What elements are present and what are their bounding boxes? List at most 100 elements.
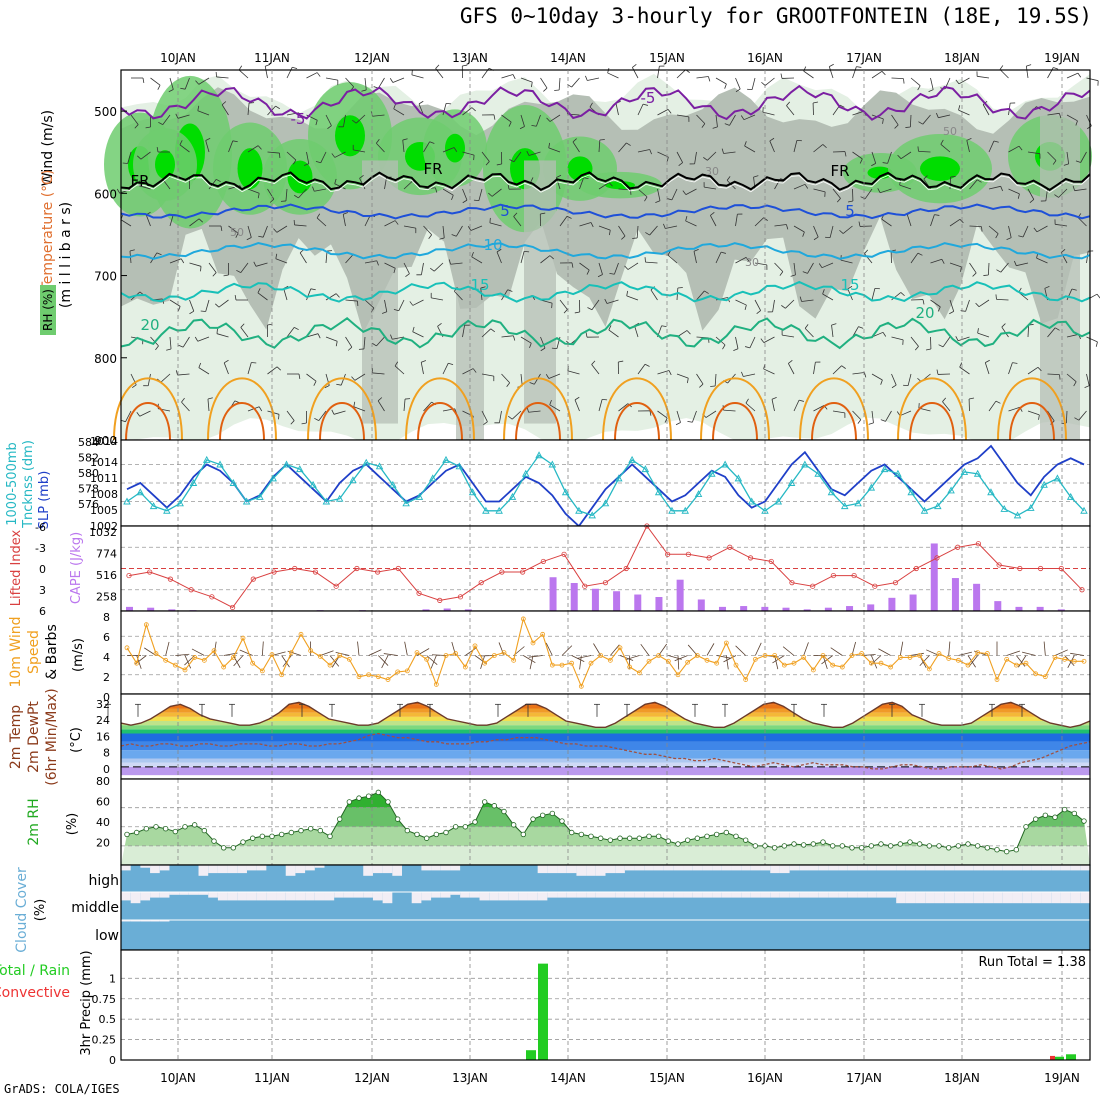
wind-barb [852, 151, 863, 160]
lifted-index-point [126, 572, 132, 579]
cloud-gap [808, 892, 820, 898]
wind-barb [579, 262, 590, 271]
wind-barb [462, 188, 468, 201]
cloud-gap [634, 892, 645, 898]
wind-barb [1080, 151, 1087, 163]
cloud-cell [489, 892, 500, 920]
cape-tick: 1032 [89, 526, 117, 539]
wind-barb-flag [644, 257, 646, 263]
thickness-point [561, 488, 570, 496]
rh-point [626, 835, 633, 841]
cloud-cell [334, 920, 345, 950]
rh-point [365, 793, 372, 799]
rh-axis-label: 2m RH [26, 798, 42, 845]
wind-barb-flag [351, 119, 357, 124]
wind-speed-point [491, 653, 497, 658]
wind-barb-flag [129, 249, 135, 252]
wind-barb-flag [563, 309, 568, 314]
wind-barb [345, 336, 353, 348]
wind-barb-flag [621, 235, 626, 240]
wind-barb-flag [508, 121, 512, 127]
cloud-gap [964, 865, 975, 871]
thickness-point [442, 455, 450, 463]
wind-barb-10m [528, 655, 543, 658]
wind-barb-flag [590, 222, 594, 228]
date-label-top: 12JAN [354, 51, 390, 65]
cloud-gap [237, 892, 248, 901]
cloud-gap [121, 865, 132, 871]
temp-tick: 24 [96, 714, 110, 727]
cloud-cell [576, 920, 587, 950]
wind-barb-flag [726, 176, 731, 181]
wind-barb-flag [394, 220, 399, 225]
cloud-cell [547, 920, 558, 950]
cape-bar [951, 578, 959, 611]
wind-barb-flag [753, 175, 759, 178]
wind-barb-flag [822, 289, 825, 295]
rh-point [723, 829, 730, 836]
wind-barb [930, 258, 943, 264]
cloud-cell [382, 865, 393, 892]
wind-barb [676, 114, 689, 118]
cloud-gap [683, 892, 694, 898]
wind-barb-flag [278, 414, 280, 420]
wind-barb-flag [251, 362, 257, 364]
wind-barb-flag [1071, 288, 1077, 291]
rh-point [916, 841, 923, 847]
cloud-gap [741, 865, 752, 871]
wind-barb [618, 403, 629, 412]
cloud-cell [518, 920, 529, 950]
page-title: GFS 0~10day 3-hourly for GROOTFONTEIN (1… [459, 4, 1092, 28]
wind-speed-point [453, 651, 459, 656]
lifted-index-point [913, 565, 919, 572]
wind-barb-flag [394, 361, 399, 367]
cloud-cell [295, 865, 306, 892]
cloud-gap [712, 892, 723, 898]
wind-barb [423, 225, 432, 236]
cloud-cell [169, 892, 180, 920]
cape-bar [761, 606, 769, 611]
cloud-cell [721, 920, 733, 950]
wind-barb [513, 151, 522, 162]
thickness-point [934, 502, 942, 510]
wind-barb-flag [928, 89, 934, 92]
wind-barb [715, 251, 722, 264]
cloud-cell [624, 892, 636, 920]
wind-barb [364, 215, 371, 227]
wind-speed-point [1052, 655, 1058, 660]
wind-barb-flag [701, 123, 706, 128]
wind-barb [591, 299, 600, 310]
cloud-gap [944, 892, 955, 904]
wind-barb-flag [897, 154, 902, 159]
wind-barb [910, 336, 919, 347]
cloud-cell [653, 865, 665, 892]
wind-barb-flag [390, 334, 393, 340]
cloud-cell [1041, 920, 1052, 950]
wind-barb [676, 151, 683, 163]
wind-barb-flag [246, 237, 252, 241]
wind-barb [455, 225, 463, 237]
cloud-cell [227, 920, 238, 950]
cloud-cell [324, 892, 335, 920]
wind-barb-flag [1000, 186, 1003, 192]
wind-barb [169, 336, 172, 349]
cloud-cell [905, 865, 917, 892]
cloud-cell [237, 920, 248, 950]
wind-barb [852, 410, 862, 420]
temp-contour-25 [700, 377, 770, 441]
wind-barb [587, 77, 600, 81]
wind-barb-flag [376, 260, 379, 266]
wind-barb [345, 299, 358, 302]
wind-barb-flag [180, 87, 186, 90]
wind-barb-flag [324, 385, 330, 389]
wind-speed-point [163, 657, 169, 663]
wind-barb-flag [583, 177, 589, 180]
wind-speed-point [723, 640, 729, 646]
wind-barb-flag [1095, 341, 1098, 347]
wind-barb-10m [320, 650, 334, 656]
wind-speed-point [984, 651, 990, 656]
wind-speed-point [298, 631, 304, 637]
wind-barb [807, 262, 814, 274]
rh-point [762, 843, 768, 849]
wind-speed-point [868, 660, 874, 666]
